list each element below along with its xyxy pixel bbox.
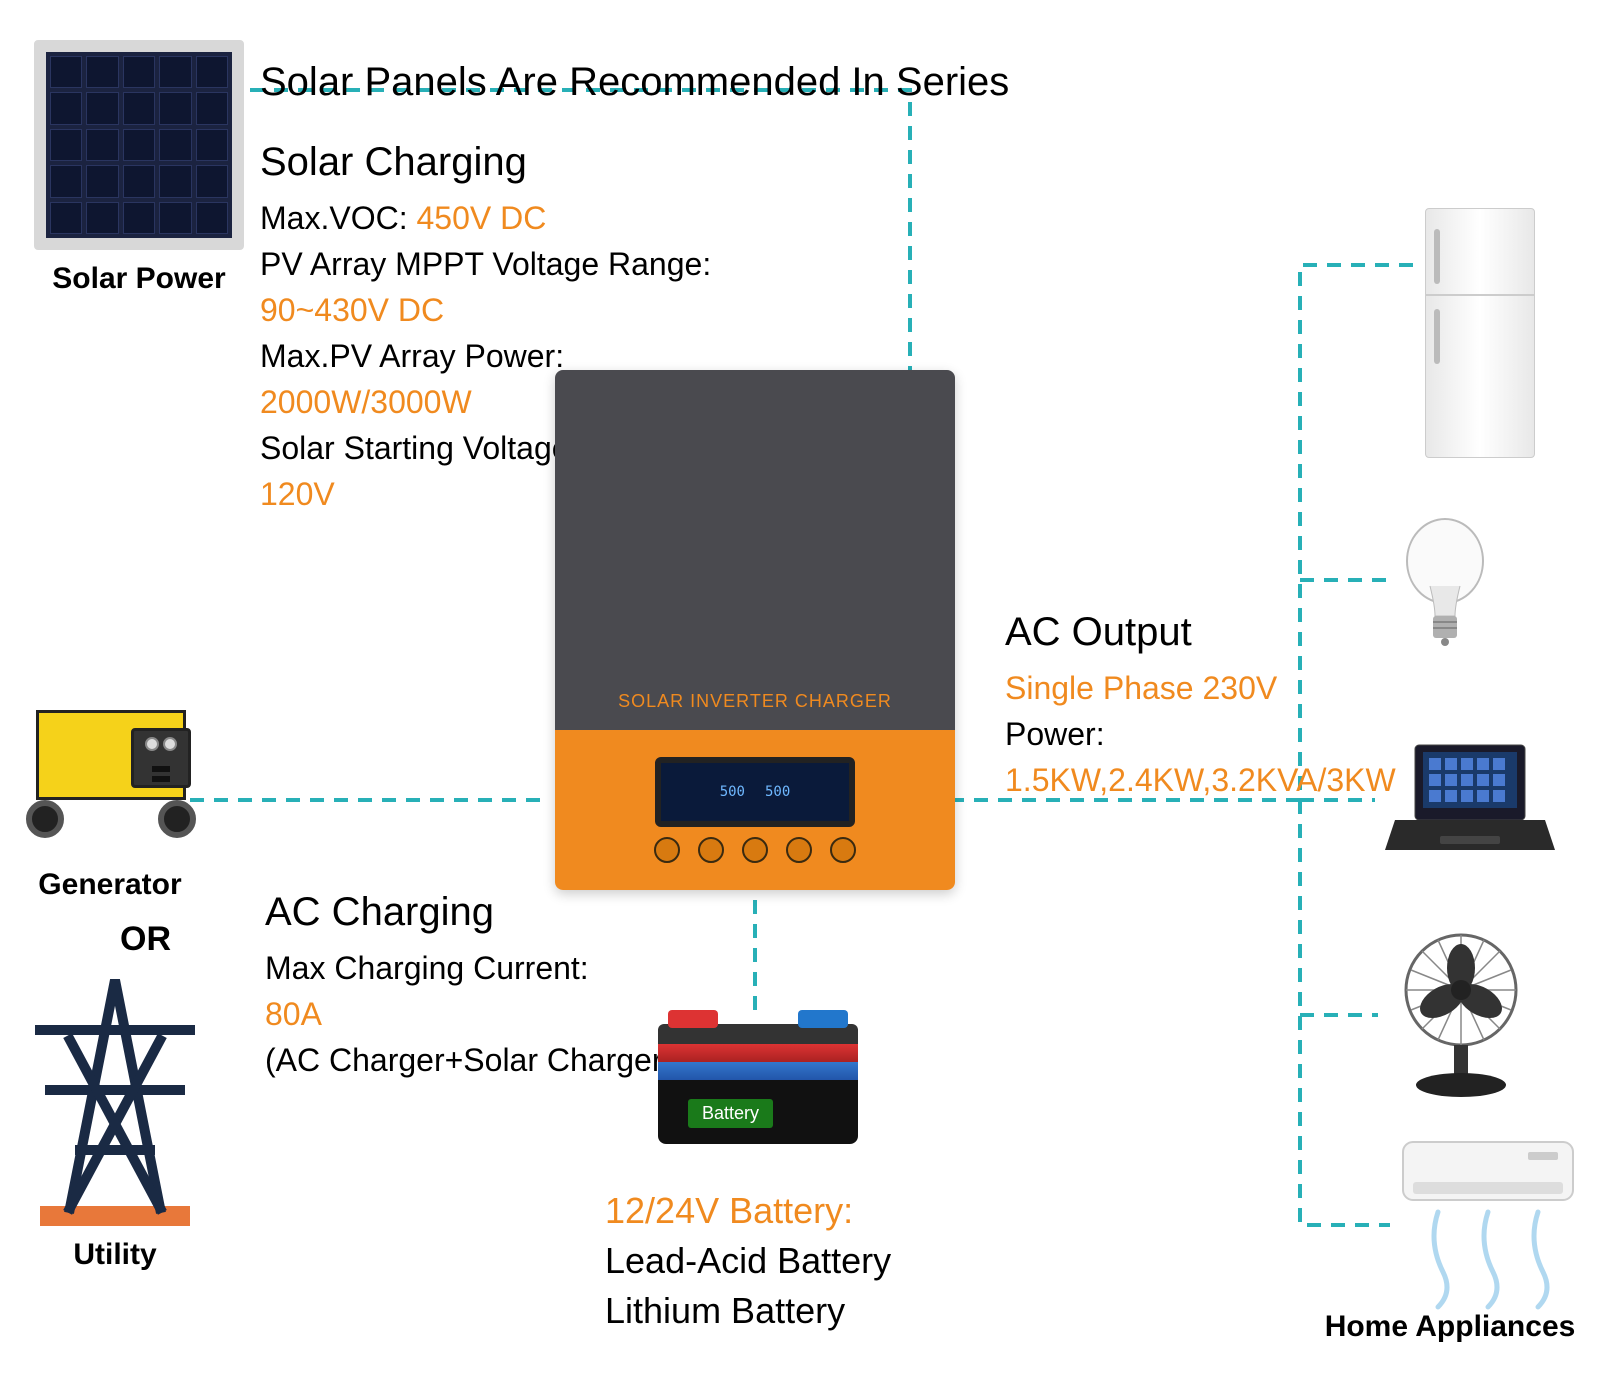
lightbulb-icon (1400, 516, 1490, 646)
screen-right-value: 500 (765, 784, 790, 800)
ac-out-power-value: 1.5KW,2.4KW,3.2KVA/3KW (1005, 762, 1396, 798)
battery-caption: 12/24V Battery: (605, 1190, 853, 1231)
battery-icon: Battery (648, 1024, 868, 1174)
start-v-value: 120V (260, 476, 335, 512)
ac-out-phase: Single Phase 230V (1005, 670, 1277, 706)
inverter-brand-label: SOLAR INVERTER CHARGER (618, 691, 892, 712)
start-v-label: Solar Starting Voltage: (260, 430, 578, 466)
solar-charging-title: Solar Charging (260, 140, 527, 185)
max-chg-label: Max Charging Current: (265, 950, 589, 986)
max-pv-label: Max.PV Array Power: (260, 338, 564, 374)
battery-type-1: Lead-Acid Battery (605, 1240, 891, 1281)
battery-type-2: Lithium Battery (605, 1290, 845, 1331)
max-pv-value: 2000W/3000W (260, 384, 472, 420)
max-voc-label: Max.VOC: (260, 200, 416, 236)
ac-output-title: AC Output (1005, 610, 1192, 655)
battery-word: Battery (688, 1099, 773, 1128)
max-chg-value: 80A (265, 996, 322, 1032)
screen-left-value: 500 (720, 784, 745, 800)
inverter-buttons (654, 837, 856, 863)
home-appliances-label: Home Appliances (1305, 1310, 1595, 1344)
ac-chg-note: (AC Charger+Solar Charger) (265, 1042, 673, 1078)
max-voc-value: 450V DC (416, 200, 546, 236)
mppt-value: 90~430V DC (260, 292, 444, 328)
air-conditioner-icon (1398, 1132, 1578, 1312)
inverter-icon: SOLAR INVERTER CHARGER 500 500 (555, 370, 955, 890)
fridge-icon (1425, 208, 1535, 458)
generator-icon (16, 710, 206, 860)
fan-icon (1386, 930, 1536, 1100)
mppt-label: PV Array MPPT Voltage Range: (260, 246, 711, 282)
inverter-screen: 500 500 (655, 757, 855, 827)
laptop-icon (1385, 740, 1555, 860)
ac-out-power-label: Power: (1005, 716, 1105, 752)
generator-label: Generator (10, 868, 210, 902)
or-label: OR (120, 920, 171, 959)
utility-label: Utility (30, 1238, 200, 1272)
solar-panel-icon (34, 40, 244, 250)
utility-tower-icon (30, 970, 200, 1230)
header-title: Solar Panels Are Recommended In Series (260, 60, 1009, 105)
ac-charging-title: AC Charging (265, 890, 494, 935)
solar-power-label: Solar Power (30, 262, 248, 296)
